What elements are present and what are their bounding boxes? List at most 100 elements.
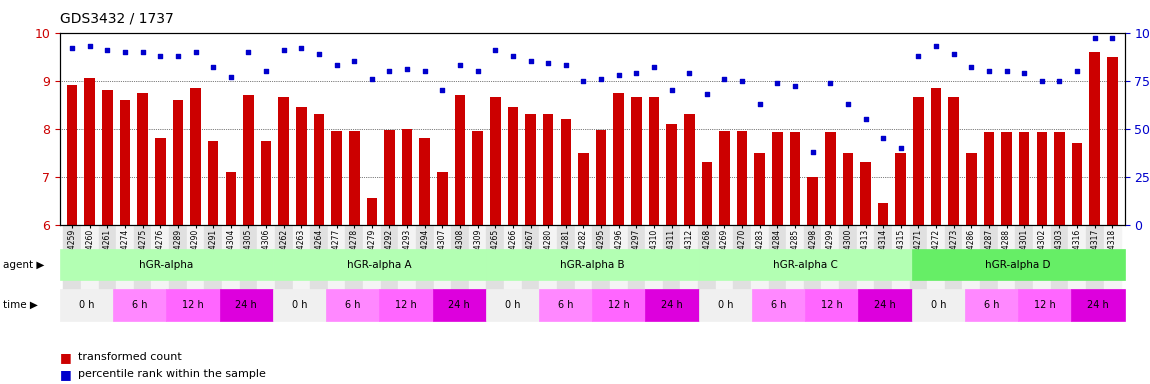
Bar (874, 225, 892, 305)
Bar (314, 114, 324, 225)
Text: time ▶: time ▶ (3, 300, 38, 310)
Bar (522, 225, 539, 305)
Point (980, 68, 998, 74)
Bar (702, 162, 712, 225)
Bar (1086, 225, 1104, 305)
Point (785, 83, 804, 89)
Point (186, 49, 205, 55)
Bar (155, 138, 166, 225)
Bar (1019, 132, 1029, 225)
Bar (190, 88, 201, 225)
Bar (401, 129, 413, 225)
Bar (169, 225, 186, 305)
Bar (345, 225, 363, 305)
Point (504, 53, 522, 59)
Bar (172, 100, 183, 225)
Text: 6 h: 6 h (770, 300, 787, 310)
Bar (258, 225, 275, 305)
Bar (328, 225, 345, 305)
Bar (469, 225, 486, 305)
Bar (504, 225, 522, 305)
Point (292, 45, 311, 51)
Point (116, 49, 135, 55)
Text: 6 h: 6 h (345, 300, 360, 310)
Point (451, 62, 469, 68)
Bar (1036, 132, 1048, 225)
Text: hGR-alpha D: hGR-alpha D (986, 260, 1051, 270)
Bar (927, 225, 945, 305)
Bar (67, 86, 77, 225)
Bar (84, 78, 95, 225)
Text: 0 h: 0 h (78, 300, 94, 310)
Bar (662, 225, 681, 305)
Point (309, 51, 328, 57)
Point (521, 58, 539, 65)
Bar (807, 177, 818, 225)
Text: hGR-alpha B: hGR-alpha B (560, 260, 624, 270)
Point (1050, 78, 1068, 84)
Point (838, 101, 857, 107)
Point (1068, 68, 1087, 74)
Bar (1033, 225, 1051, 305)
Bar (840, 225, 857, 305)
Bar (963, 225, 980, 305)
Bar (980, 225, 998, 305)
Point (751, 101, 769, 107)
Bar (684, 114, 695, 225)
Bar (596, 130, 606, 225)
Bar (575, 225, 592, 305)
Bar (892, 225, 910, 305)
Text: 6 h: 6 h (132, 300, 147, 310)
Bar (81, 225, 99, 305)
Point (680, 70, 698, 76)
Bar (225, 172, 236, 225)
Bar (331, 131, 342, 225)
Bar (804, 225, 821, 305)
Bar (1107, 57, 1118, 225)
Text: 12 h: 12 h (1034, 300, 1056, 310)
Text: 0 h: 0 h (292, 300, 307, 310)
Bar (208, 141, 218, 225)
Point (1033, 78, 1051, 84)
Bar (186, 225, 205, 305)
Point (627, 70, 645, 76)
Point (1103, 35, 1121, 41)
Bar (137, 93, 148, 225)
Bar (751, 225, 768, 305)
Point (804, 149, 822, 155)
Bar (239, 225, 258, 305)
Text: 0 h: 0 h (718, 300, 733, 310)
Point (910, 53, 928, 59)
Bar (790, 132, 800, 225)
Text: 0 h: 0 h (930, 300, 946, 310)
Bar (416, 225, 434, 305)
Bar (966, 153, 976, 225)
Bar (63, 225, 80, 305)
Point (133, 49, 152, 55)
Text: ■: ■ (60, 368, 71, 381)
Bar (116, 225, 133, 305)
Bar (560, 119, 572, 225)
Text: percentile rank within the sample: percentile rank within the sample (78, 369, 266, 379)
Bar (526, 114, 536, 225)
Bar (398, 225, 416, 305)
Text: 12 h: 12 h (182, 300, 204, 310)
Bar (998, 225, 1015, 305)
Bar (737, 131, 748, 225)
Bar (133, 225, 152, 305)
Bar (877, 203, 889, 225)
Bar (983, 132, 995, 225)
Text: 12 h: 12 h (608, 300, 630, 310)
Bar (896, 153, 906, 225)
Point (927, 43, 945, 49)
Bar (99, 225, 116, 305)
Point (398, 66, 416, 72)
Point (434, 87, 452, 93)
Bar (860, 162, 871, 225)
Text: 24 h: 24 h (661, 300, 683, 310)
Text: 24 h: 24 h (448, 300, 470, 310)
Bar (120, 100, 130, 225)
Point (151, 53, 169, 59)
Point (997, 68, 1015, 74)
Point (944, 51, 963, 57)
